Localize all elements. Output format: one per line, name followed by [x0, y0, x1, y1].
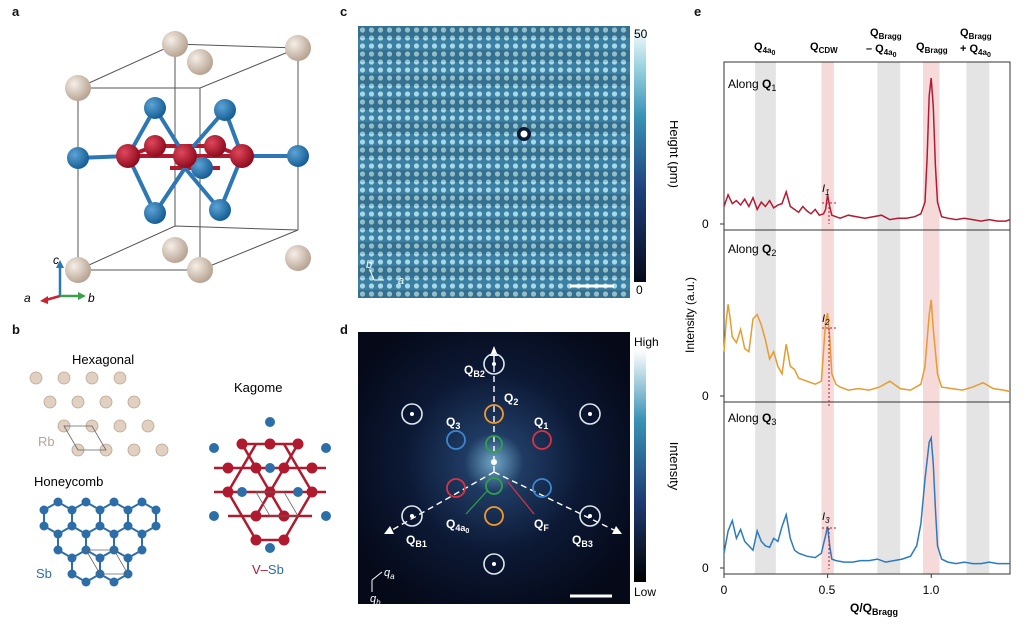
panel-label-d: d	[340, 322, 348, 337]
colorbar-max: 50	[634, 27, 648, 41]
zero-label-q2: 0	[702, 389, 709, 403]
label-qb3: QB3	[572, 533, 593, 549]
kagome-v-atoms	[222, 438, 318, 546]
height-colorbar	[634, 26, 646, 282]
axis-qa-label: qa	[384, 567, 395, 581]
axis-triad	[40, 260, 86, 304]
axis-qb-label: qb	[370, 593, 381, 607]
i-markers	[822, 202, 838, 569]
col-label-qbragg-minus: QBragg	[870, 27, 902, 41]
v-atoms	[116, 135, 254, 168]
fft-map: QB2 Q2 Q3 Q1 Q4a0 QF QB1 QB3 qa qb High …	[358, 332, 678, 607]
hexagonal-title: Hexagonal	[72, 352, 134, 367]
col-label-qbragg-minus-2: – Q4a0	[866, 43, 897, 59]
colorbar-title: Height (pm)	[667, 120, 678, 188]
kagome-sb-atoms	[209, 417, 331, 553]
colorbar-min: Low	[634, 585, 656, 599]
band-q4a0	[755, 62, 776, 574]
series-line-2	[723, 299, 1011, 393]
crystal-structure-illustration: c a b	[24, 31, 311, 305]
fft-spots	[410, 362, 592, 566]
shaded-bands	[755, 62, 990, 574]
x-axis-label: Q/QBragg	[850, 601, 898, 617]
series-line-1	[723, 77, 1011, 222]
kagome-legend: V–Sb	[252, 562, 284, 577]
x-tick-10: 1.0	[923, 583, 940, 597]
axis-c-label: c	[53, 253, 59, 267]
x-tick-0: 0	[721, 583, 728, 597]
x-tick-05: 0.5	[819, 583, 836, 597]
lattice-axes	[369, 269, 384, 281]
series-line-3	[723, 434, 1010, 565]
q-axes	[371, 571, 383, 592]
bragg-peak-circles	[401, 353, 601, 575]
col-label-qbragg-plus: QBragg	[960, 27, 992, 41]
honeycomb-title: Honeycomb	[34, 474, 103, 489]
band-qbragg-q4a0	[877, 62, 901, 574]
rb-label: Rb	[38, 434, 55, 449]
band-qbragg	[922, 62, 940, 574]
label-q3: Q3	[446, 415, 460, 431]
row-title-q2: Along Q2	[728, 242, 776, 258]
axis-b-label: b	[88, 291, 95, 305]
stm-topography: b a 50 0 Height (pm)	[358, 26, 678, 298]
axis-a-label: a	[398, 275, 404, 287]
intensity-colorbar	[634, 350, 646, 582]
col-label-qbragg: QBragg	[916, 41, 948, 55]
col-label-qbragg-plus-2: + Q4a0	[960, 43, 991, 59]
band-qbragg-q4a0	[966, 62, 990, 574]
lattice-diagrams: Hexagonal Rb Honeycomb Sb Kagome	[29, 352, 331, 587]
label-q2: Q2	[504, 391, 518, 407]
plot-frame	[723, 61, 1011, 575]
axis-b-label: b	[366, 259, 372, 271]
y-axis-label: Intensity (a.u.)	[683, 277, 697, 353]
panel-label-a: a	[12, 4, 20, 19]
sb-atoms	[67, 97, 309, 224]
row-title-q3: Along Q3	[728, 411, 776, 427]
axis-a-label: a	[24, 291, 31, 305]
panel-label-b: b	[12, 322, 20, 337]
colorbar-title: Intensity	[667, 442, 678, 491]
panel-label-e: e	[694, 4, 702, 19]
sb-honeycomb-atoms	[39, 497, 161, 587]
i1-label: I1	[822, 183, 830, 197]
label-qb2: QB2	[464, 363, 485, 379]
col-label-q4a0: Q4a0	[754, 41, 775, 57]
label-qf: QF	[534, 517, 549, 533]
zero-label-q1: 0	[702, 217, 709, 231]
i3-label: I3	[822, 511, 830, 525]
sb-label: Sb	[36, 566, 52, 581]
row-title-q1: Along Q1	[728, 77, 776, 93]
linecut-chart: Q4a0 QCDW QBragg – Q4a0 QBragg QBragg + …	[683, 27, 1011, 617]
label-qb1: QB1	[406, 533, 427, 549]
i2-label: I2	[822, 313, 830, 327]
label-q4a0: Q4a0	[446, 517, 469, 535]
zero-label-q3: 0	[702, 561, 709, 575]
colorbar-max: High	[634, 335, 659, 349]
cdw-peak-circles	[446, 404, 552, 526]
rb-atoms	[65, 31, 311, 283]
kagome-title: Kagome	[234, 380, 282, 395]
rb-hex-lattice	[29, 371, 169, 457]
label-q1: Q1	[534, 415, 548, 431]
reciprocal-axes	[391, 354, 615, 531]
panel-label-c: c	[340, 4, 348, 19]
col-label-qcdw: QCDW	[810, 41, 838, 55]
colorbar-min: 0	[636, 283, 643, 297]
